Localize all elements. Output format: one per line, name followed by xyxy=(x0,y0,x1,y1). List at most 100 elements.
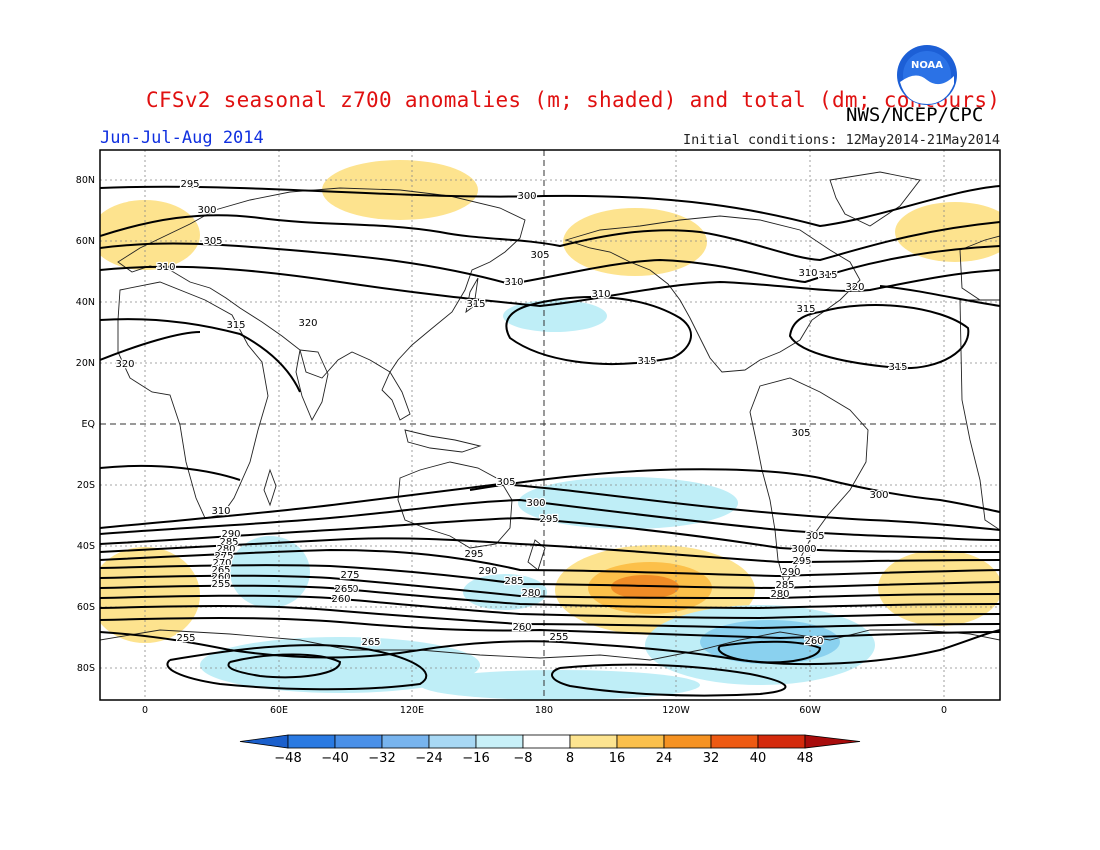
coast-australia xyxy=(397,461,513,549)
contour-label: 285 xyxy=(775,580,794,591)
contour-300-n xyxy=(100,214,1000,262)
lat-label: 40S xyxy=(77,541,95,552)
contour-label: 290 xyxy=(221,529,240,540)
contour-label: 315 xyxy=(637,356,656,367)
coast-india xyxy=(295,349,329,422)
colorbar-label: 40 xyxy=(749,751,767,766)
contour-label: 285 xyxy=(504,576,523,587)
colorbar-label: 32 xyxy=(702,751,720,766)
contour-label: 255 xyxy=(176,633,195,644)
contour-315-s xyxy=(100,464,1000,513)
lat-label: 60S xyxy=(77,602,95,613)
contour-label: 300 xyxy=(791,544,810,555)
coast-eurasia xyxy=(117,187,526,379)
contour-label: 310 xyxy=(211,506,230,517)
colorbar xyxy=(239,734,861,749)
anom-neg-indian xyxy=(230,536,310,608)
contour-label: 280 xyxy=(770,589,789,600)
contour-label: 260 xyxy=(331,594,350,605)
contour-label: 310 xyxy=(504,277,523,288)
lon-label: 180 xyxy=(535,705,553,716)
contour-label: 270 xyxy=(212,558,231,569)
contour-label: 295 xyxy=(792,556,811,567)
coast-greenland xyxy=(829,171,921,227)
colorbar-arrow-left xyxy=(239,734,289,749)
contour-label: 315 xyxy=(888,362,907,373)
lat-label: 20S xyxy=(77,480,95,491)
anom-pos-se-atlantic xyxy=(878,550,1000,626)
coast-antarctica xyxy=(100,629,1000,661)
contour-295-n xyxy=(100,185,1000,228)
colorbar-bin xyxy=(522,734,571,749)
contour-310-s xyxy=(100,482,1000,531)
contour-300-s xyxy=(100,516,1000,553)
contour-label: 270 xyxy=(339,584,358,595)
org-label: NWS/NCEP/CPC xyxy=(846,104,984,126)
lon-label: 0 xyxy=(142,705,148,716)
contour-label: 290 xyxy=(478,566,497,577)
contour-label: 310 xyxy=(798,268,817,279)
contour-label: 260 xyxy=(512,622,531,633)
contour-label: 300 xyxy=(197,205,216,216)
coast-indonesia xyxy=(404,429,482,453)
colorbar-label: 16 xyxy=(608,751,626,766)
colorbar-bin xyxy=(663,734,712,749)
contour-label: 315 xyxy=(466,299,485,310)
lon-axis-labels: 0 60E 120E 180 120W 60W 0 xyxy=(142,705,947,716)
contour-label: 265 xyxy=(211,565,230,576)
coast-africa-east-edge xyxy=(959,299,1000,531)
contour-label: 255 xyxy=(211,579,230,590)
lat-label: EQ xyxy=(82,419,95,430)
contour-label: 275 xyxy=(340,570,359,581)
colorbar-bin xyxy=(287,734,336,749)
coast-europe-west xyxy=(959,235,1000,301)
contour-label: 305 xyxy=(805,531,824,542)
contour-260-inner-w xyxy=(717,640,822,664)
coast-north-america xyxy=(564,215,861,373)
colorbar-bin xyxy=(569,734,618,749)
contour-label: 305 xyxy=(791,428,810,439)
colorbar-bin xyxy=(710,734,759,749)
contour-290-s xyxy=(100,548,1000,578)
contour-label: 315 xyxy=(226,320,245,331)
contour-label-group: 2953003053103153203003053103153203103153… xyxy=(114,178,909,650)
colorbar-label: −48 xyxy=(274,751,302,766)
contour-275-s xyxy=(100,584,1000,610)
lon-label: 0 xyxy=(941,705,947,716)
lat-axis-labels: 80N 60N 40N 20N EQ 20S 40S 60S 80S xyxy=(76,175,95,674)
contour-label: 290 xyxy=(781,567,800,578)
center-lines xyxy=(100,150,1000,700)
contour-label: 260 xyxy=(804,636,823,647)
contour-270-s xyxy=(100,594,1000,620)
contour-255-inner-w xyxy=(551,663,787,697)
noaa-logo-text: NOAA xyxy=(911,60,943,71)
chart-title: CFSv2 seasonal z700 anomalies (m; shaded… xyxy=(146,88,1001,112)
anom-neg-n-pacific xyxy=(503,300,607,332)
colorbar-label: −8 xyxy=(513,751,533,766)
contour-label: 265 xyxy=(334,584,353,595)
colorbar-arrow-right xyxy=(804,734,861,749)
contour-label: 280 xyxy=(216,544,235,555)
contour-label: 295 xyxy=(464,549,483,560)
colorbar-label: −24 xyxy=(415,751,443,766)
lat-label: 20N xyxy=(76,358,95,369)
contour-305-s xyxy=(100,498,1000,541)
contour-265-s xyxy=(100,605,1000,630)
contour-label: 275 xyxy=(214,551,233,562)
contour-label: 310 xyxy=(591,289,610,300)
anom-pos-atlantic-n xyxy=(895,202,1000,262)
lat-label: 80S xyxy=(77,663,95,674)
coast-se-asia xyxy=(381,371,411,421)
contour-label: 300 xyxy=(526,498,545,509)
contour-265-inner-e xyxy=(227,653,342,679)
contour-305-n xyxy=(100,242,1000,286)
lon-label: 120E xyxy=(400,705,424,716)
coast-madagascar xyxy=(263,468,277,507)
contour-label: 295 xyxy=(180,179,199,190)
colorbar-bin xyxy=(616,734,665,749)
contour-255-s xyxy=(100,629,1000,666)
contour-285-s xyxy=(100,564,1000,590)
contour-295-s xyxy=(100,537,1000,564)
colorbar-bin xyxy=(334,734,383,749)
